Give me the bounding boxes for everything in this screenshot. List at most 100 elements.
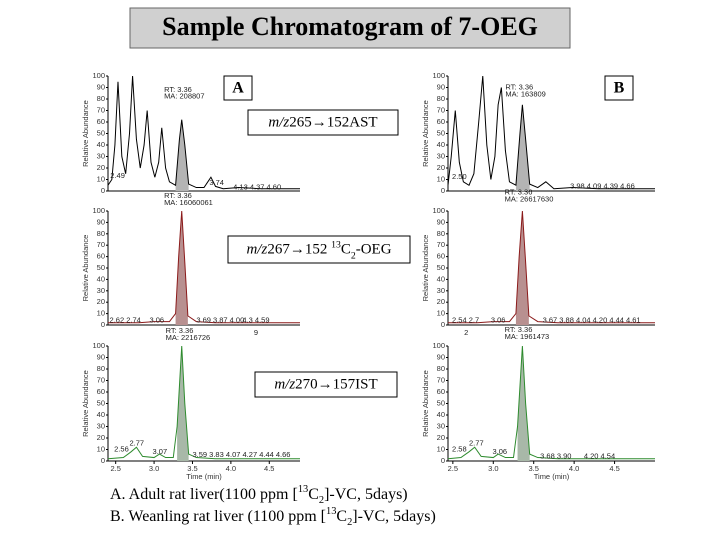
y-axis-label: Relative Abundance <box>81 100 90 167</box>
y-tick-label: 20 <box>97 297 105 306</box>
y-tick-label: 60 <box>97 117 105 126</box>
x-tick-label: 2.5 <box>448 464 458 473</box>
y-tick-label: 80 <box>97 229 105 238</box>
y-tick-label: 90 <box>437 82 445 91</box>
y-tick-label: 0 <box>441 320 445 329</box>
trace <box>108 210 300 324</box>
y-tick-label: 50 <box>437 263 445 272</box>
y-tick-label: 30 <box>437 421 445 430</box>
peak-label: MA: 26617630 <box>505 195 554 204</box>
y-tick-label: 70 <box>97 375 105 384</box>
peak-label: MA: 2216726 <box>166 333 211 342</box>
y-tick-label: 80 <box>437 229 445 238</box>
y-tick-label: 40 <box>437 410 445 419</box>
peak-label: 3.74 <box>209 178 224 187</box>
trace <box>107 75 300 190</box>
y-tick-label: 70 <box>437 105 445 114</box>
y-tick-label: 20 <box>97 433 105 442</box>
text-segment: C <box>336 508 347 525</box>
x-tick-label: 2.5 <box>110 464 120 473</box>
y-tick-label: 30 <box>97 151 105 160</box>
peak-label: RT: 3.36 <box>164 191 192 200</box>
x-tick-label: 4.0 <box>569 464 579 473</box>
y-tick-label: 0 <box>441 456 445 465</box>
transition-label: m/z265→152AST <box>268 115 377 131</box>
x-tick-label: 3.0 <box>488 464 498 473</box>
y-tick-label: 40 <box>97 274 105 283</box>
peak-area <box>517 346 530 461</box>
text-segment: 13 <box>298 484 308 495</box>
peak-label: 4.13 4.37 4.60 <box>233 183 281 192</box>
y-axis-label: Relative Abundance <box>81 235 90 302</box>
panel-label: B <box>614 80 625 97</box>
y-tick-label: 90 <box>97 352 105 361</box>
caption: B. Weanling rat liver (1100 ppm [13C2]-V… <box>110 506 436 528</box>
y-tick-label: 30 <box>437 286 445 295</box>
peak-label: MA: 16060061 <box>164 198 213 207</box>
peak-label: 3.69 3.87 4.00 <box>196 315 244 324</box>
y-tick-label: 70 <box>437 375 445 384</box>
peak-label: 3.06 <box>149 315 164 324</box>
text-segment: 13 <box>331 239 341 250</box>
title: Sample Chromatogram of 7-OEG <box>162 12 538 41</box>
panel-label-box <box>604 75 634 101</box>
y-tick-label: 80 <box>437 94 445 103</box>
y-tick-label: 60 <box>437 387 445 396</box>
peak-label: 9 <box>254 328 258 337</box>
peak-label: 2 <box>464 328 468 337</box>
peak-label: 3.68 3.90 <box>540 451 571 460</box>
transition-label: m/z270→157IST <box>274 377 377 393</box>
y-tick-label: 80 <box>97 364 105 373</box>
text-segment: 2 <box>319 495 324 506</box>
text-segment: ]-VC, 5days) <box>324 486 408 503</box>
y-tick-label: 100 <box>92 206 105 215</box>
y-tick-label: 100 <box>92 71 105 80</box>
y-tick-label: 0 <box>441 186 445 195</box>
y-tick-label: 50 <box>97 263 105 272</box>
ions: 265→152 <box>289 115 349 131</box>
y-tick-label: 30 <box>437 151 445 160</box>
peak-label: 2.58 <box>452 444 467 453</box>
peak-label: RT: 3.36 <box>505 325 533 334</box>
peak-label: 2.77 <box>469 439 484 448</box>
peak-area <box>175 211 188 325</box>
y-tick-label: 60 <box>437 252 445 261</box>
y-axis-label: Relative Abundance <box>421 370 430 437</box>
mz: m/z <box>268 115 289 131</box>
peak-label: 2.54 2.7 <box>452 315 479 324</box>
peak-area <box>175 119 189 191</box>
y-tick-label: 20 <box>437 297 445 306</box>
peak-label: MA: 1961473 <box>505 332 550 341</box>
y-tick-label: 20 <box>437 163 445 172</box>
mz: m/z <box>246 242 267 258</box>
x-tick-label: 4.5 <box>609 464 619 473</box>
x-axis-label: Time (min) <box>186 472 222 481</box>
peak-label: 4.20 4.54 <box>584 451 615 460</box>
mz: m/z <box>274 377 295 393</box>
text-segment: C <box>341 242 351 258</box>
trace <box>107 345 300 460</box>
y-tick-label: 100 <box>432 71 445 80</box>
peak-label: 2.50 <box>452 172 467 181</box>
ions: 270→157 <box>295 377 356 393</box>
peak-label: RT: 3.36 <box>505 188 533 197</box>
x-tick-label: 3.5 <box>187 464 197 473</box>
y-tick-label: 50 <box>97 128 105 137</box>
y-tick-label: 100 <box>92 341 105 350</box>
text-segment: AST <box>349 115 377 131</box>
y-tick-label: 30 <box>97 421 105 430</box>
transition-box <box>254 371 398 398</box>
y-tick-label: 90 <box>437 217 445 226</box>
y-tick-label: 80 <box>437 364 445 373</box>
y-tick-label: 70 <box>97 240 105 249</box>
peak-label: 4.3 4.59 <box>242 315 269 324</box>
text-segment: -OEG <box>356 242 392 258</box>
y-tick-label: 30 <box>97 286 105 295</box>
peak-label: 2.62 2.74 <box>110 315 141 324</box>
peak-label: RT: 3.36 <box>505 82 533 91</box>
y-tick-label: 70 <box>97 105 105 114</box>
y-tick-label: 50 <box>97 398 105 407</box>
text-segment: 2 <box>351 250 356 261</box>
y-tick-label: 10 <box>97 309 105 318</box>
